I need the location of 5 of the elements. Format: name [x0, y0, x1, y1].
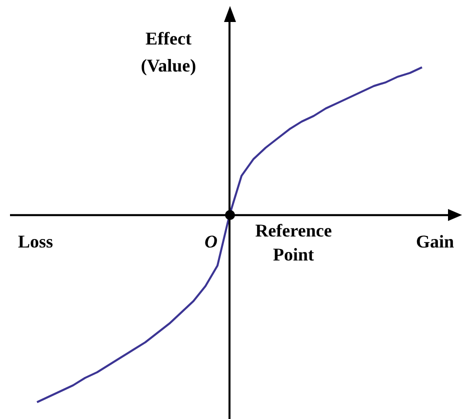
y-axis-title: Effect (Value) — [140, 28, 196, 76]
annotation: Reference Point — [255, 220, 332, 265]
annotation: Gain — [416, 232, 454, 252]
annotation: O — [204, 232, 218, 252]
annotation: Loss — [18, 232, 54, 252]
